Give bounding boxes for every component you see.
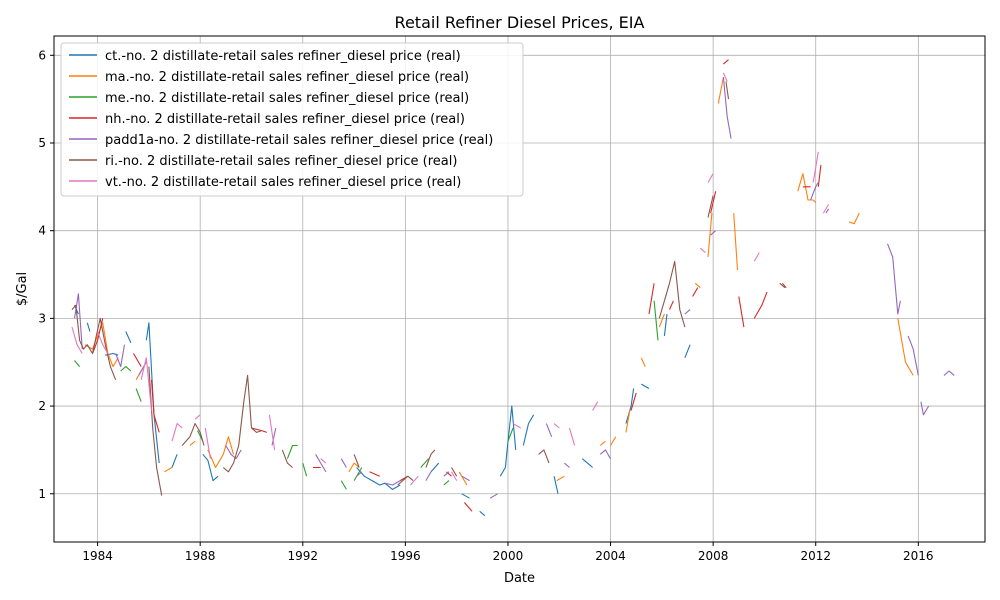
legend-box <box>60 42 524 197</box>
legend-label-1: ma.-no. 2 distillate-retail sales refine… <box>105 70 469 85</box>
legend-label-0: ct.-no. 2 distillate-retail sales refine… <box>105 49 461 64</box>
series-layer <box>71 59 955 517</box>
legend-label-6: vt.-no. 2 distillate-retail sales refine… <box>105 175 461 190</box>
x-tick-label: 2012 <box>800 549 831 563</box>
series-line-6 <box>71 72 830 486</box>
x-tick-label: 2000 <box>493 549 524 563</box>
series-line-5 <box>71 81 786 496</box>
y-tick-label: 4 <box>38 224 46 238</box>
series-line-4 <box>73 77 955 499</box>
x-tick-label: 1996 <box>390 549 421 563</box>
y-tick-label: 5 <box>38 136 46 150</box>
plot-frame <box>53 35 986 543</box>
legend-label-5: ri.-no. 2 distillate-retail sales refine… <box>105 154 457 169</box>
x-tick-label: 2004 <box>595 549 626 563</box>
tick-layer: 1984 1988 1992 1996 2000 2004 2008 2012 2016 1 2 3 4… <box>38 48 933 563</box>
chart-title: Retail Refiner Diesel Prices, EIA <box>395 13 645 32</box>
legend-label-3: nh.-no. 2 distillate-retail sales refine… <box>105 112 465 127</box>
x-tick-label: 1984 <box>82 549 113 563</box>
x-tick-label: 1988 <box>185 549 216 563</box>
y-tick-label: 6 <box>38 48 46 62</box>
series-line-2 <box>74 300 659 490</box>
y-tick-label: 2 <box>38 399 46 413</box>
series-line-3 <box>91 59 822 512</box>
y-tick-label: 3 <box>38 311 46 325</box>
y-axis-label: $/Gal <box>15 272 30 306</box>
x-tick-label: 2016 <box>903 549 934 563</box>
legend-label-4: padd1a-no. 2 distillate-retail sales ref… <box>105 133 493 148</box>
legend: ct.-no. 2 distillate-retail sales refine… <box>60 42 524 197</box>
series-line-1 <box>84 77 914 486</box>
x-tick-label: 2008 <box>698 549 729 563</box>
x-axis-label: Date <box>504 571 535 586</box>
legend-label-2: me.-no. 2 distillate-retail sales refine… <box>105 91 469 106</box>
x-tick-label: 1992 <box>288 549 319 563</box>
y-tick-label: 1 <box>38 487 46 501</box>
